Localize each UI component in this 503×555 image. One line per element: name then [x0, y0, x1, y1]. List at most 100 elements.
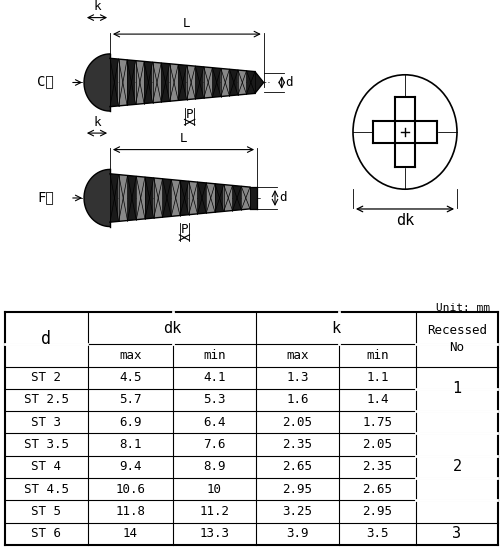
Text: Recessed
No: Recessed No	[427, 324, 487, 354]
Text: ST 2.5: ST 2.5	[24, 393, 69, 406]
Polygon shape	[180, 180, 189, 215]
Polygon shape	[145, 177, 154, 219]
Text: max: max	[286, 349, 309, 362]
Text: 10: 10	[207, 483, 222, 496]
Polygon shape	[215, 184, 224, 212]
Text: 1.4: 1.4	[366, 393, 389, 406]
Text: 2.95: 2.95	[363, 505, 392, 518]
Polygon shape	[241, 186, 250, 210]
Text: 2.35: 2.35	[363, 460, 392, 473]
Text: 11.8: 11.8	[116, 505, 145, 518]
Text: 7.6: 7.6	[203, 438, 226, 451]
Text: 3.25: 3.25	[283, 505, 312, 518]
Text: 13.3: 13.3	[200, 527, 229, 540]
Polygon shape	[187, 65, 195, 100]
Polygon shape	[206, 183, 215, 213]
Text: 2.05: 2.05	[363, 438, 392, 451]
Text: d: d	[279, 191, 287, 204]
Text: d: d	[42, 330, 51, 348]
Text: 10.6: 10.6	[116, 483, 145, 496]
Text: 2.95: 2.95	[283, 483, 312, 496]
Polygon shape	[127, 60, 136, 105]
Text: min: min	[366, 349, 389, 362]
Text: 1: 1	[452, 381, 462, 396]
Polygon shape	[119, 175, 127, 221]
Polygon shape	[162, 179, 171, 217]
Polygon shape	[178, 64, 187, 100]
Text: dk: dk	[163, 321, 181, 336]
Text: 4.1: 4.1	[203, 371, 226, 384]
Polygon shape	[238, 70, 246, 95]
Text: 6.4: 6.4	[203, 416, 226, 429]
Polygon shape	[136, 176, 145, 220]
Polygon shape	[195, 66, 204, 99]
Text: min: min	[203, 349, 226, 362]
Polygon shape	[221, 68, 229, 97]
Polygon shape	[250, 187, 257, 209]
Polygon shape	[110, 174, 119, 222]
Text: 4.5: 4.5	[119, 371, 142, 384]
Text: 3.9: 3.9	[286, 527, 309, 540]
Text: ST 2: ST 2	[32, 371, 61, 384]
Text: 2.05: 2.05	[283, 416, 312, 429]
Text: 3: 3	[452, 526, 462, 541]
Polygon shape	[189, 181, 198, 215]
Text: 1.75: 1.75	[363, 416, 392, 429]
Polygon shape	[229, 69, 238, 95]
Text: Unit: mm: Unit: mm	[436, 302, 490, 312]
Text: F型: F型	[37, 190, 54, 204]
Polygon shape	[119, 59, 127, 106]
Polygon shape	[152, 62, 161, 103]
Text: 2.65: 2.65	[363, 483, 392, 496]
Text: k: k	[331, 321, 341, 336]
Text: k: k	[93, 115, 101, 129]
Text: 2.65: 2.65	[283, 460, 312, 473]
Polygon shape	[232, 185, 241, 210]
Text: 9.4: 9.4	[119, 460, 142, 473]
Text: 8.1: 8.1	[119, 438, 142, 451]
Polygon shape	[127, 175, 136, 220]
Polygon shape	[246, 71, 255, 94]
Text: 3.5: 3.5	[366, 527, 389, 540]
Polygon shape	[84, 54, 110, 111]
Text: 6.9: 6.9	[119, 416, 142, 429]
Text: ST 5: ST 5	[32, 505, 61, 518]
Polygon shape	[161, 63, 170, 102]
Polygon shape	[84, 169, 110, 226]
Text: 1.6: 1.6	[286, 393, 309, 406]
Text: 14: 14	[123, 527, 138, 540]
Polygon shape	[212, 68, 221, 97]
Text: 1.1: 1.1	[366, 371, 389, 384]
Polygon shape	[154, 178, 162, 218]
Polygon shape	[170, 64, 178, 101]
Text: L: L	[180, 132, 187, 145]
Polygon shape	[144, 62, 152, 104]
Text: 2: 2	[452, 460, 462, 475]
Text: 2.35: 2.35	[283, 438, 312, 451]
Text: L: L	[183, 17, 191, 30]
Text: 5.7: 5.7	[119, 393, 142, 406]
Polygon shape	[198, 182, 206, 214]
Text: d: d	[286, 76, 293, 89]
Text: ST 4: ST 4	[32, 460, 61, 473]
Text: 1.3: 1.3	[286, 371, 309, 384]
Text: C型: C型	[37, 74, 54, 88]
Text: 5.3: 5.3	[203, 393, 226, 406]
Text: ST 4.5: ST 4.5	[24, 483, 69, 496]
Polygon shape	[255, 72, 264, 93]
Polygon shape	[224, 185, 232, 211]
Text: ST 3: ST 3	[32, 416, 61, 429]
Text: dk: dk	[396, 213, 414, 228]
Text: 8.9: 8.9	[203, 460, 226, 473]
Text: max: max	[119, 349, 142, 362]
Polygon shape	[395, 97, 415, 167]
Text: P: P	[186, 108, 194, 121]
Text: k: k	[93, 0, 101, 13]
Polygon shape	[136, 60, 144, 104]
Text: 11.2: 11.2	[200, 505, 229, 518]
Text: ST 6: ST 6	[32, 527, 61, 540]
Polygon shape	[373, 121, 437, 143]
Text: ST 3.5: ST 3.5	[24, 438, 69, 451]
Polygon shape	[110, 58, 119, 107]
Polygon shape	[171, 180, 180, 216]
